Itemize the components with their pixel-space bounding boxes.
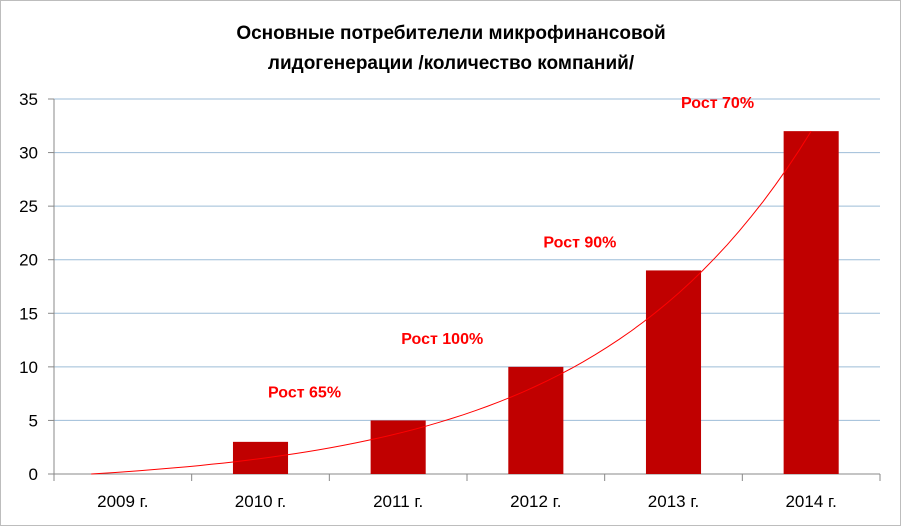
growth-annotation: Рост 100% [401, 331, 483, 348]
x-tick-label: 2012 г. [510, 492, 561, 511]
growth-annotation: Рост 70% [681, 95, 754, 112]
growth-annotation: Рост 65% [268, 384, 341, 401]
chart-title-line-1: Основные потребителели микрофинансовой [236, 23, 665, 44]
trendline [91, 130, 812, 475]
y-tick-label: 30 [19, 144, 38, 163]
bar-2014 [783, 131, 839, 474]
chart-title-line-2: лидогенерации /количество компаний/ [268, 53, 635, 74]
y-tick-label: 15 [19, 304, 38, 323]
x-tick-label: 2013 г. [648, 492, 699, 511]
x-tick-label: 2010 г. [235, 492, 286, 511]
y-tick-label: 5 [29, 411, 38, 430]
y-tick-label: 35 [19, 90, 38, 109]
bar-2010 [232, 441, 289, 474]
x-tick-label: 2014 г. [785, 492, 836, 511]
bar-2012 [508, 366, 564, 474]
plot-area: 0 5 10 15 20 25 30 35 2009 г. 2010 г. 2011 г. 2012 … [19, 90, 881, 511]
y-tick-label: 25 [19, 197, 38, 216]
y-tick-label: 10 [19, 358, 38, 377]
growth-annotation: Рост 90% [543, 234, 616, 251]
y-tick-label: 0 [29, 465, 38, 484]
bar-2013 [645, 270, 702, 474]
x-tick-label: 2011 г. [373, 492, 423, 511]
y-tick-label: 20 [19, 251, 38, 270]
x-tick-label: 2009 г. [97, 492, 148, 511]
bar-2011 [370, 420, 426, 474]
